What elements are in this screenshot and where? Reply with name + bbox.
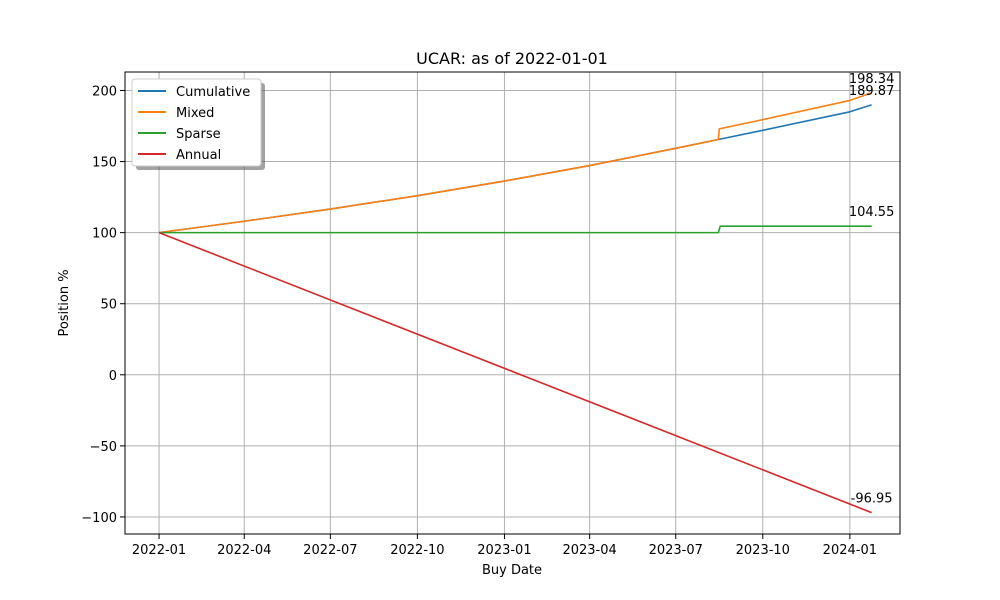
legend-box xyxy=(131,78,262,167)
x-tick-label: 2023-10 xyxy=(736,543,790,558)
legend-label-sparse: Sparse xyxy=(176,127,221,142)
x-tick-label: 2023-07 xyxy=(649,543,703,558)
end-value-label-annual: -96.95 xyxy=(851,492,893,507)
legend-label-annual: Annual xyxy=(176,148,221,163)
series-line-sparse xyxy=(159,225,872,234)
series-line-annual xyxy=(158,231,872,514)
y-tick-label: −50 xyxy=(90,440,117,455)
x-tick-label: 2023-04 xyxy=(562,543,616,558)
plot-area-frame xyxy=(124,71,901,535)
end-value-label-cumulative: 189.87 xyxy=(849,84,895,99)
x-tick-label: 2022-07 xyxy=(303,543,357,558)
legend: Cumulative Mixed Sparse Annual xyxy=(131,78,265,170)
y-tick-label: 200 xyxy=(92,84,117,99)
y-axis-title: Position % xyxy=(57,269,72,336)
x-tick-label: 2022-10 xyxy=(390,543,444,558)
x-axis-title: Buy Date xyxy=(482,563,542,578)
chart-title: UCAR: as of 2022-01-01 xyxy=(416,49,608,68)
legend-label-cumulative: Cumulative xyxy=(176,85,250,100)
x-tick-label: 2024-01 xyxy=(823,543,877,558)
series-line-mixed xyxy=(158,92,872,234)
end-value-label-sparse: 104.55 xyxy=(849,205,895,220)
end-value-label-mixed: 198.34 xyxy=(849,72,895,87)
legend-items: Cumulative Mixed Sparse Annual xyxy=(138,85,250,163)
x-tick-label: 2022-01 xyxy=(132,543,186,558)
legend-label-mixed: Mixed xyxy=(176,106,214,121)
y-tick-label: 150 xyxy=(92,156,117,171)
y-tick-label: −100 xyxy=(81,511,117,526)
y-tick-label: 50 xyxy=(100,298,117,313)
y-axis: −100 −50 0 50 100 150 200 xyxy=(81,84,125,526)
x-axis: 2022-01 2022-04 2022-07 2022-10 2023-01 2023-… xyxy=(132,534,877,558)
series-layer xyxy=(158,92,872,514)
x-tick-label: 2022-04 xyxy=(217,543,271,558)
x-tick-label: 2023-01 xyxy=(477,543,531,558)
y-tick-label: 0 xyxy=(109,369,117,384)
y-tick-label: 100 xyxy=(92,227,117,242)
